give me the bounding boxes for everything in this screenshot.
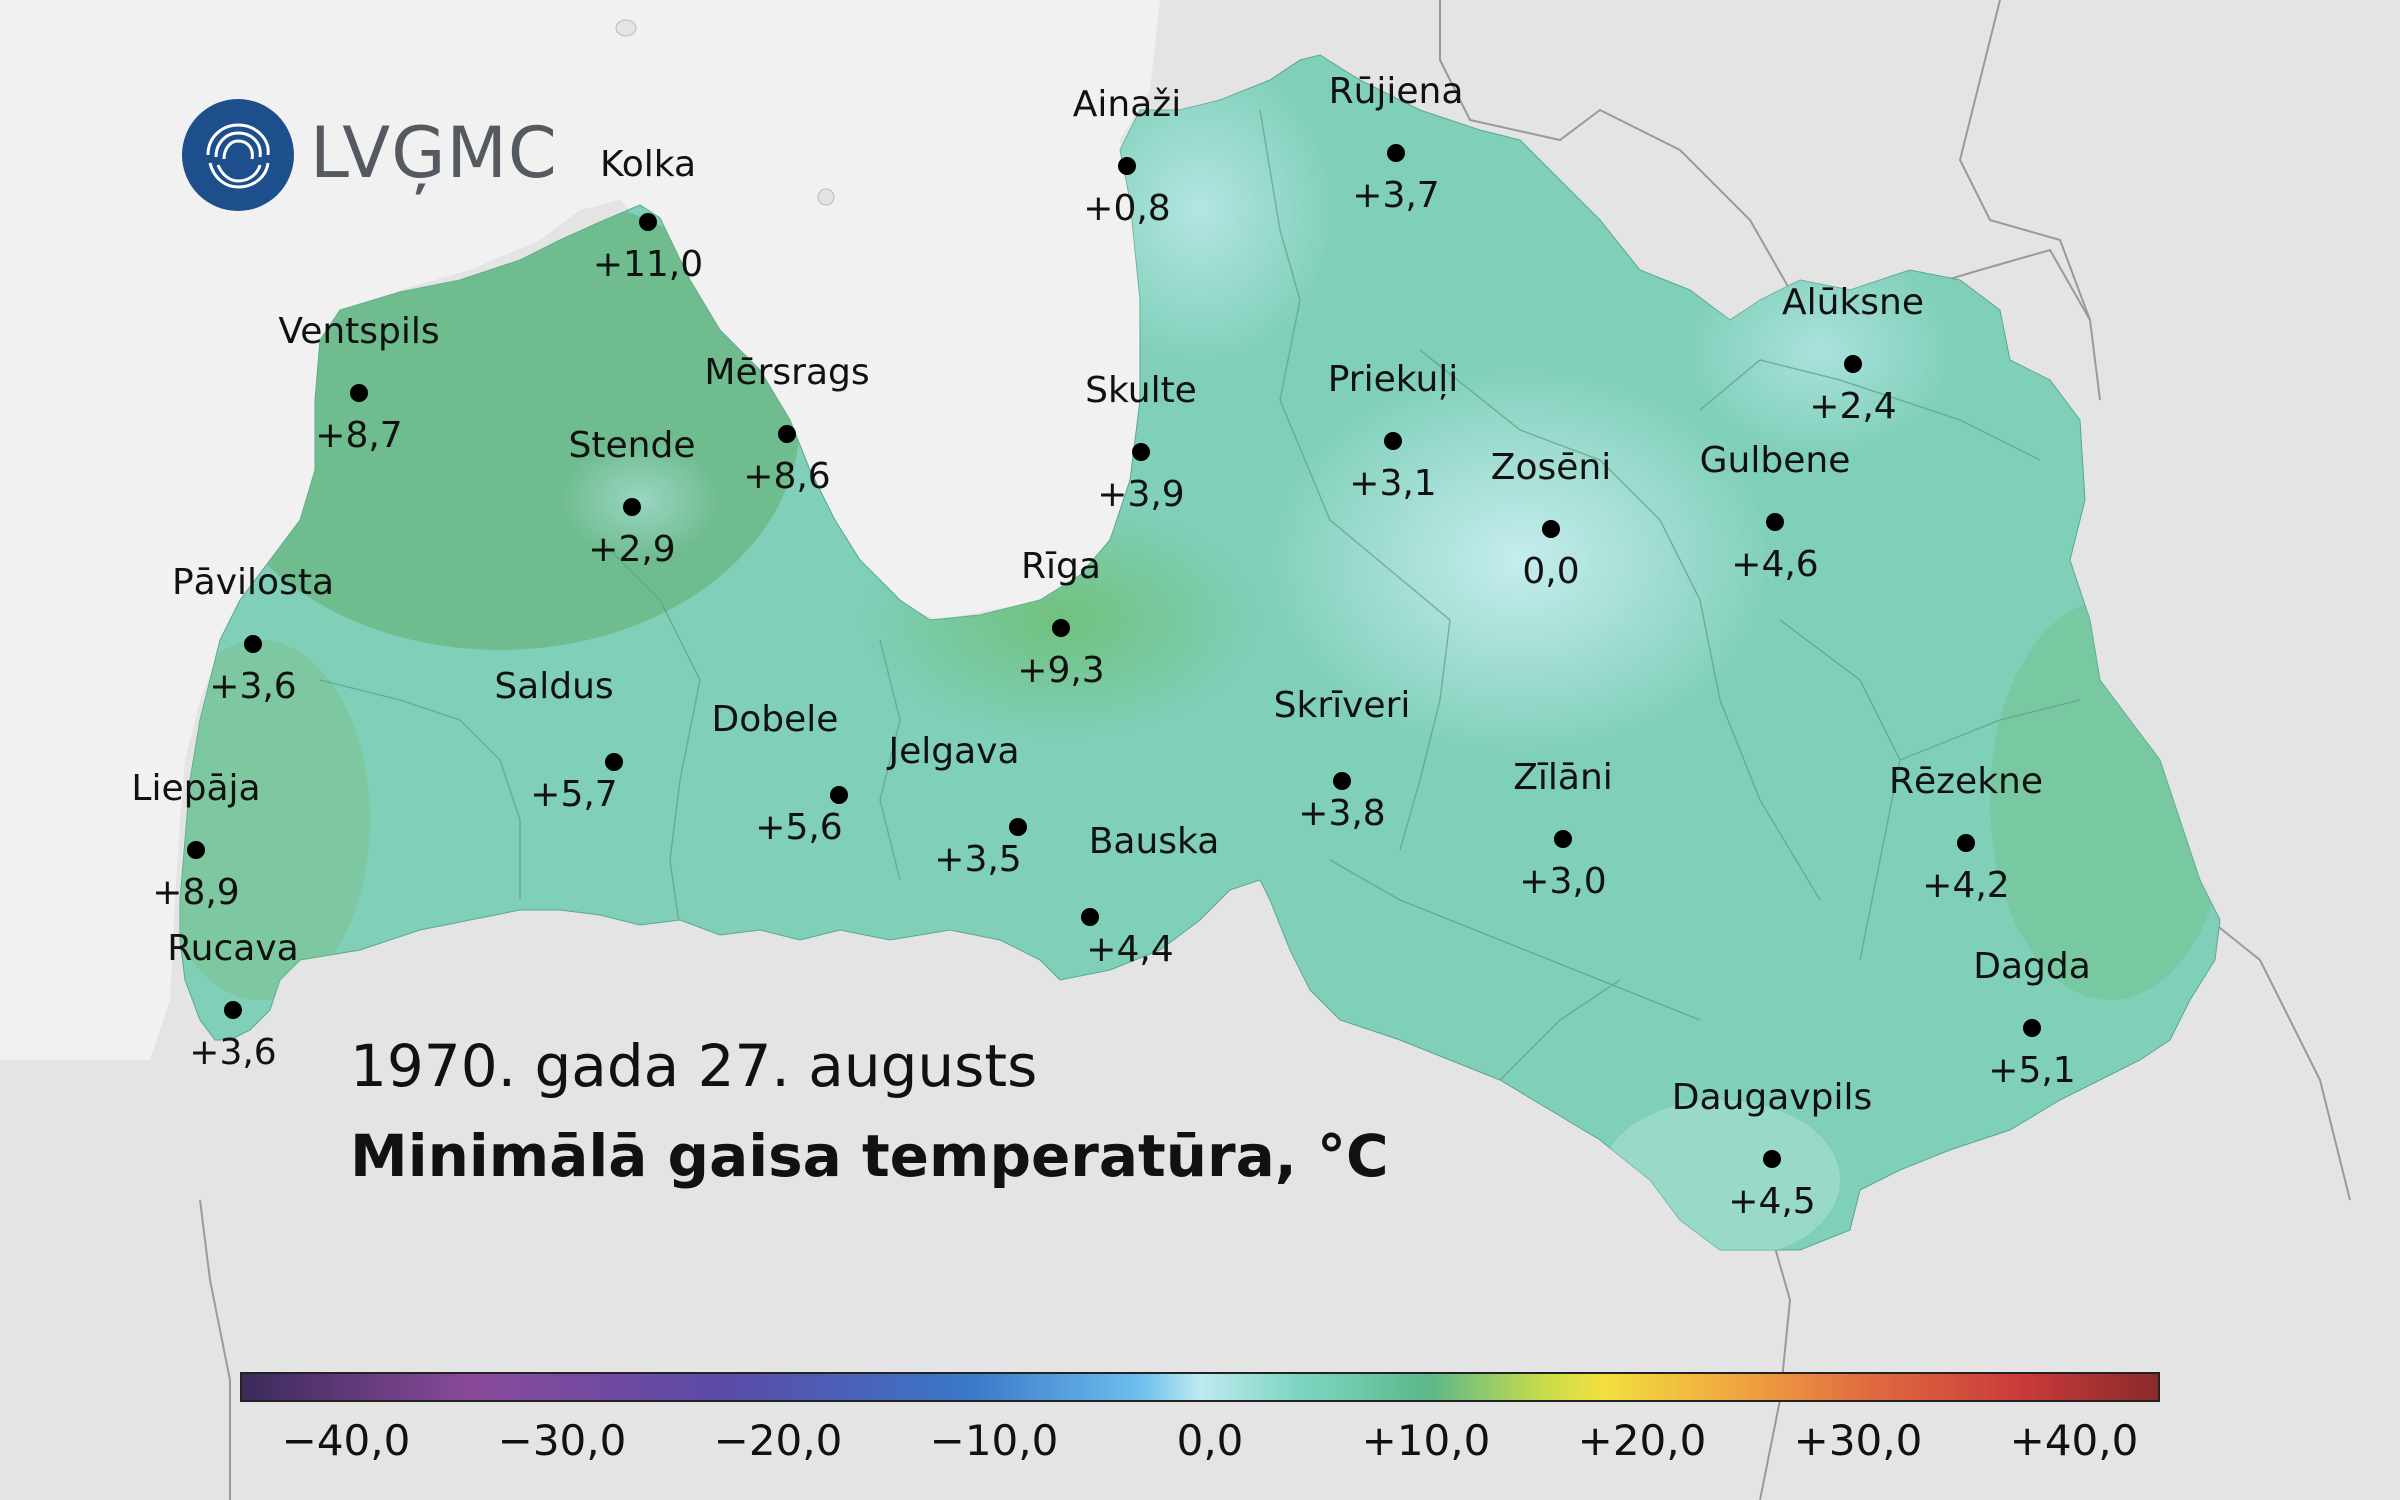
station-value: +8,9: [152, 872, 240, 913]
colorbar-tick-label: −30,0: [497, 1416, 627, 1465]
station-name: Rēzekne: [1888, 761, 2044, 802]
station-value: +5,7: [530, 774, 618, 815]
station-dot: [350, 384, 368, 402]
station-dot: [187, 841, 205, 859]
station-dot: [623, 498, 641, 516]
station-dot: [244, 635, 262, 653]
station-dot: [1844, 355, 1862, 373]
station-value: +0,8: [1083, 188, 1171, 229]
station-name: Kolka: [599, 144, 697, 185]
station-dot: [1387, 144, 1405, 162]
logo-emblem-icon: [182, 99, 294, 211]
colorbar-tick-label: +40,0: [2009, 1416, 2139, 1465]
station-value: +9,3: [1017, 650, 1105, 691]
station-value: +3,8: [1298, 793, 1386, 834]
station-name: Mērsrags: [704, 352, 870, 393]
station-name: Ventspils: [278, 311, 440, 352]
station-dot: [1052, 619, 1070, 637]
station-value: +4,2: [1922, 865, 2010, 906]
station-name: Priekuļi: [1327, 359, 1459, 400]
station-dot: [605, 753, 623, 771]
lvgmc-logo: LVĢMC: [180, 92, 560, 222]
station-name: Gulbene: [1699, 440, 1851, 481]
station-dot: [778, 425, 796, 443]
station-value: +4,6: [1731, 544, 1819, 585]
station-name: Skrīveri: [1273, 685, 1411, 726]
station-name: Dobele: [711, 699, 839, 740]
station-value: +3,6: [189, 1032, 277, 1073]
station-name: Dagda: [1973, 946, 2091, 987]
station-name: Pāvilosta: [171, 562, 335, 603]
station-value: +5,6: [755, 807, 843, 848]
station-dot: [1132, 443, 1150, 461]
station-dot: [639, 213, 657, 231]
colorbar-tick-label: −10,0: [929, 1416, 1059, 1465]
station-name: Bauska: [1088, 821, 1220, 862]
station-value: +3,9: [1097, 474, 1185, 515]
station-name: Daugavpils: [1671, 1077, 1873, 1118]
station-name: Jelgava: [888, 731, 1020, 772]
colorbar-tick-label: 0,0: [1176, 1416, 1244, 1465]
map-date: 1970. gada 27. augusts: [350, 1032, 1038, 1100]
map-title: Minimālā gaisa temperatūra, °C: [350, 1122, 1389, 1190]
station-name: Rīga: [1021, 546, 1101, 587]
colorbar-tick-label: −20,0: [713, 1416, 843, 1465]
station-dot: [1333, 772, 1351, 790]
station-dot: [2023, 1019, 2041, 1037]
station-value: +8,6: [743, 456, 831, 497]
colorbar-tick-label: −40,0: [281, 1416, 411, 1465]
station-dot: [1763, 1150, 1781, 1168]
station-dot: [830, 786, 848, 804]
station-dot: [1766, 513, 1784, 531]
station-value: 0,0: [1522, 551, 1580, 592]
station-value: +11,0: [592, 244, 704, 285]
station-name: Liepāja: [131, 768, 261, 809]
station-value: +8,7: [315, 415, 403, 456]
station-value: +2,4: [1809, 386, 1897, 427]
station-name: Saldus: [494, 666, 614, 707]
station-name: Ainaži: [1072, 84, 1182, 125]
station-dot: [1118, 157, 1136, 175]
temperature-colorbar: [240, 1372, 2160, 1402]
station-value: +3,7: [1352, 175, 1440, 216]
station-name: Zosēni: [1490, 447, 1612, 488]
station-name: Stende: [568, 425, 696, 466]
station-value: +2,9: [588, 529, 676, 570]
station-dot: [224, 1001, 242, 1019]
station-value: +3,6: [209, 666, 297, 707]
colorbar-tick-label: +20,0: [1577, 1416, 1707, 1465]
station-name: Rūjiena: [1328, 71, 1464, 112]
station-value: +3,0: [1519, 861, 1607, 902]
colorbar-tick-label: +30,0: [1793, 1416, 1923, 1465]
station-value: +3,1: [1349, 463, 1437, 504]
station-dot: [1384, 432, 1402, 450]
station-dot: [1542, 520, 1560, 538]
station-value: +4,4: [1086, 929, 1174, 970]
station-name: Rucava: [167, 928, 299, 969]
station-dot: [1081, 908, 1099, 926]
station-value: +5,1: [1988, 1050, 2076, 1091]
logo-wordmark: LVĢMC: [310, 112, 558, 194]
station-value: +4,5: [1728, 1181, 1816, 1222]
station-name: Alūksne: [1781, 282, 1925, 323]
station-dot: [1554, 830, 1572, 848]
station-name: Zīlāni: [1513, 757, 1613, 798]
station-dot: [1957, 834, 1975, 852]
colorbar-tick-label: +10,0: [1361, 1416, 1491, 1465]
station-dot: [1009, 818, 1027, 836]
station-value: +3,5: [934, 839, 1022, 880]
station-name: Skulte: [1085, 370, 1197, 411]
